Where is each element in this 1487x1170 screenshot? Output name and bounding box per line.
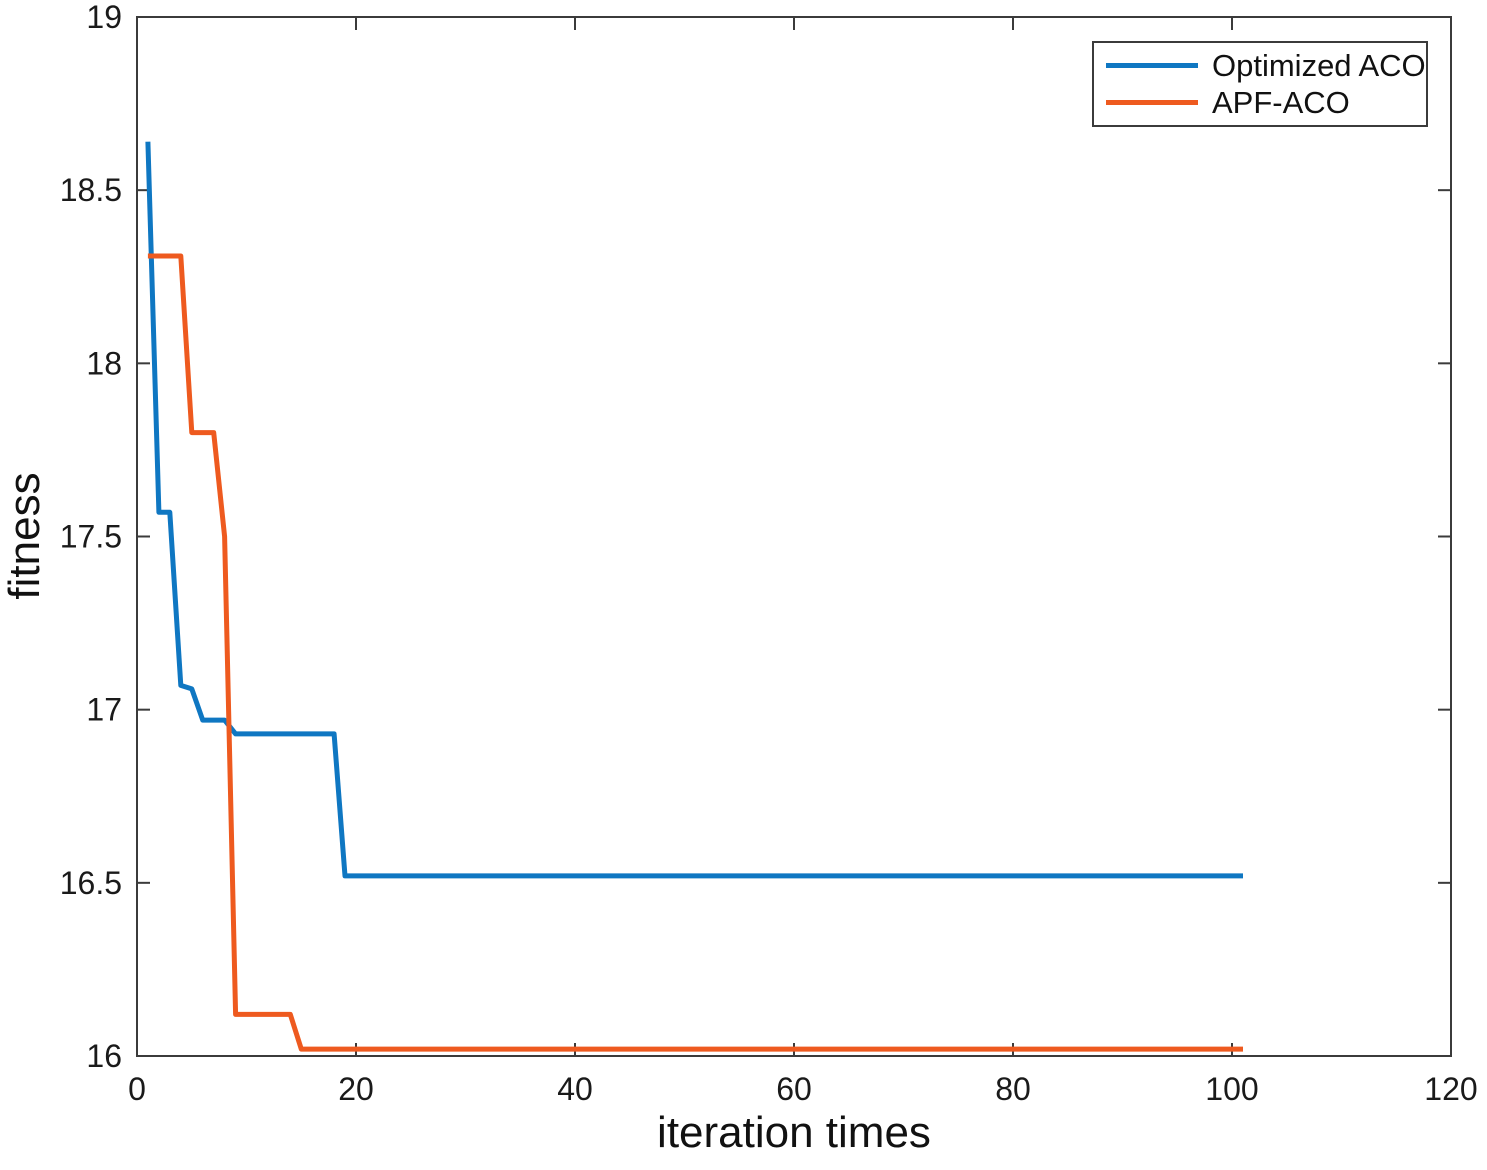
x-tick-label: 20 — [338, 1071, 374, 1107]
y-tick-label: 16 — [86, 1038, 122, 1074]
x-axis-label: iteration times — [657, 1108, 931, 1157]
y-tick-label: 17 — [86, 692, 122, 728]
y-tick-label: 19 — [86, 0, 122, 35]
legend-label-apf-aco: APF-ACO — [1212, 84, 1350, 120]
legend-label-optimized-aco: Optimized ACO — [1212, 47, 1426, 83]
y-axis-label: fitness — [0, 472, 49, 600]
series-line-optimized-aco — [145, 141, 1243, 879]
x-tick-label: 80 — [995, 1071, 1031, 1107]
x-tick-label: 120 — [1424, 1071, 1477, 1107]
series-line-apf-aco — [147, 253, 1243, 1052]
y-tick-label: 18 — [86, 345, 122, 381]
legend-line-sample-apf-aco — [1106, 100, 1198, 105]
y-tick-label: 18.5 — [60, 172, 122, 208]
axes-box — [136, 16, 1452, 1057]
x-tick-label: 40 — [557, 1071, 593, 1107]
y-tick-label: 17.5 — [60, 519, 122, 555]
legend-item-apf-aco: APF-ACO — [1094, 85, 1426, 121]
legend-item-optimized-aco: Optimized ACO — [1094, 48, 1426, 84]
x-tick-label: 0 — [128, 1071, 146, 1107]
legend-line-sample-optimized-aco — [1106, 63, 1198, 68]
x-tick-label: 60 — [776, 1071, 812, 1107]
x-tick-label: 100 — [1205, 1071, 1258, 1107]
y-tick-label: 16.5 — [60, 865, 122, 901]
legend: Optimized ACO APF-ACO — [1092, 41, 1428, 127]
